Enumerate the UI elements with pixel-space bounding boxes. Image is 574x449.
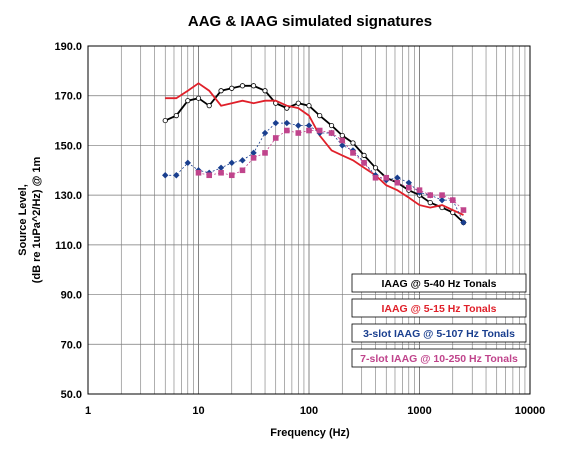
y-tick-labels: 50.0 70.0 90.0 110.0 130.0 150.0 170.0 190.0: [54, 41, 82, 401]
data-point: [350, 140, 356, 146]
data-point: [272, 119, 279, 127]
legend-entry-label: IAAG @ 5-15 Hz Tonals: [381, 303, 496, 315]
legend-entry-box: [351, 298, 527, 318]
data-point: [162, 172, 169, 179]
data-point: [339, 132, 345, 139]
plot-frame: [87, 45, 531, 395]
series-layer: [162, 82, 467, 226]
data-point: [228, 159, 235, 167]
series-1: [162, 83, 467, 226]
y-tick-label: 110.0: [55, 240, 82, 252]
data-point: [438, 196, 446, 204]
legend-entry-box: [351, 323, 527, 343]
data-point: [228, 172, 235, 179]
data-point: [361, 160, 367, 166]
data-point: [416, 187, 423, 193]
data-point: [250, 155, 257, 161]
y-axis-title-line1: Source Level,: [17, 184, 29, 256]
data-point: [394, 179, 401, 186]
data-point: [206, 103, 212, 109]
data-point: [262, 150, 268, 156]
legend-entry-label: IAAG @ 5-40 Hz Tonals: [381, 278, 496, 290]
x-tick-label: 10000: [515, 405, 546, 417]
data-point: [261, 129, 269, 137]
series-2: [165, 82, 464, 216]
x-tick-label: 1000: [407, 405, 431, 417]
data-point: [218, 88, 224, 94]
y-tick-label: 70.0: [61, 339, 82, 351]
data-point: [339, 137, 346, 144]
data-point: [405, 179, 412, 186]
x-tick-label: 100: [300, 405, 318, 417]
data-point: [427, 200, 433, 206]
series-4: [195, 127, 467, 213]
data-point: [184, 159, 191, 167]
data-point: [195, 95, 202, 101]
data-point: [272, 135, 279, 141]
data-point: [295, 122, 302, 129]
data-point: [427, 192, 434, 198]
data-point: [295, 100, 301, 106]
data-point: [239, 157, 246, 164]
data-point: [218, 169, 224, 176]
y-tick-label: 90.0: [61, 290, 82, 302]
data-point: [306, 127, 312, 134]
data-point: [317, 113, 323, 119]
x-axis-title: Frequency (Hz): [270, 427, 350, 439]
series-3: [162, 119, 467, 226]
data-point: [460, 207, 467, 213]
y-tick-label: 190.0: [54, 41, 82, 53]
data-point: [195, 169, 202, 176]
data-point: [305, 122, 313, 129]
data-point: [262, 88, 268, 94]
data-point: [449, 197, 456, 203]
data-point: [383, 174, 390, 181]
data-point: [229, 85, 235, 91]
legend-entry-box: [351, 273, 527, 293]
data-point: [328, 130, 335, 136]
y-tick-label: 170.0: [54, 91, 82, 103]
data-point: [239, 83, 246, 89]
x-tick-label: 10: [192, 405, 204, 417]
y-axis-title-line2: (dB re 1uPa^2/Hz) @ 1m: [31, 157, 43, 284]
data-point: [250, 149, 257, 157]
data-point: [173, 172, 180, 179]
legend-entry-box: [351, 348, 527, 368]
data-point: [460, 219, 467, 226]
y-tick-label: 130.0: [54, 190, 82, 202]
data-point: [283, 119, 291, 127]
data-point: [405, 184, 412, 191]
y-tick-label: 50.0: [61, 389, 82, 401]
legend: IAAG @ 5-40 Hz Tonals IAAG @ 5-15 Hz Tona…: [351, 273, 527, 368]
data-point: [350, 150, 356, 156]
data-point: [239, 167, 246, 174]
y-tick-label: 150.0: [54, 140, 82, 152]
data-point: [250, 83, 257, 89]
data-point: [372, 165, 379, 171]
data-point: [185, 98, 191, 104]
data-point: [394, 174, 401, 181]
data-point: [284, 127, 290, 134]
data-point: [295, 130, 302, 136]
data-point: [328, 122, 335, 129]
data-point: [306, 103, 312, 109]
series-line: [165, 122, 464, 223]
data-point: [173, 113, 179, 119]
x-tick-labels: 1 10 100 1000 10000: [85, 405, 545, 417]
data-point: [217, 164, 225, 171]
data-point: [316, 127, 323, 134]
legend-entry-label: 7-slot IAAG @ 10-250 Hz Tonals: [360, 353, 518, 365]
series-line: [165, 82, 464, 216]
data-point: [439, 192, 445, 198]
data-point: [206, 172, 213, 179]
data-point: [339, 142, 346, 149]
data-point: [372, 174, 379, 181]
chart-title: AAG & IAAG simulated signatures: [188, 13, 432, 30]
data-point: [162, 117, 168, 124]
data-point: [361, 152, 367, 158]
legend-entry-label: 3-slot IAAG @ 5-107 Hz Tonals: [363, 328, 515, 340]
x-tick-label: 1: [85, 405, 91, 417]
